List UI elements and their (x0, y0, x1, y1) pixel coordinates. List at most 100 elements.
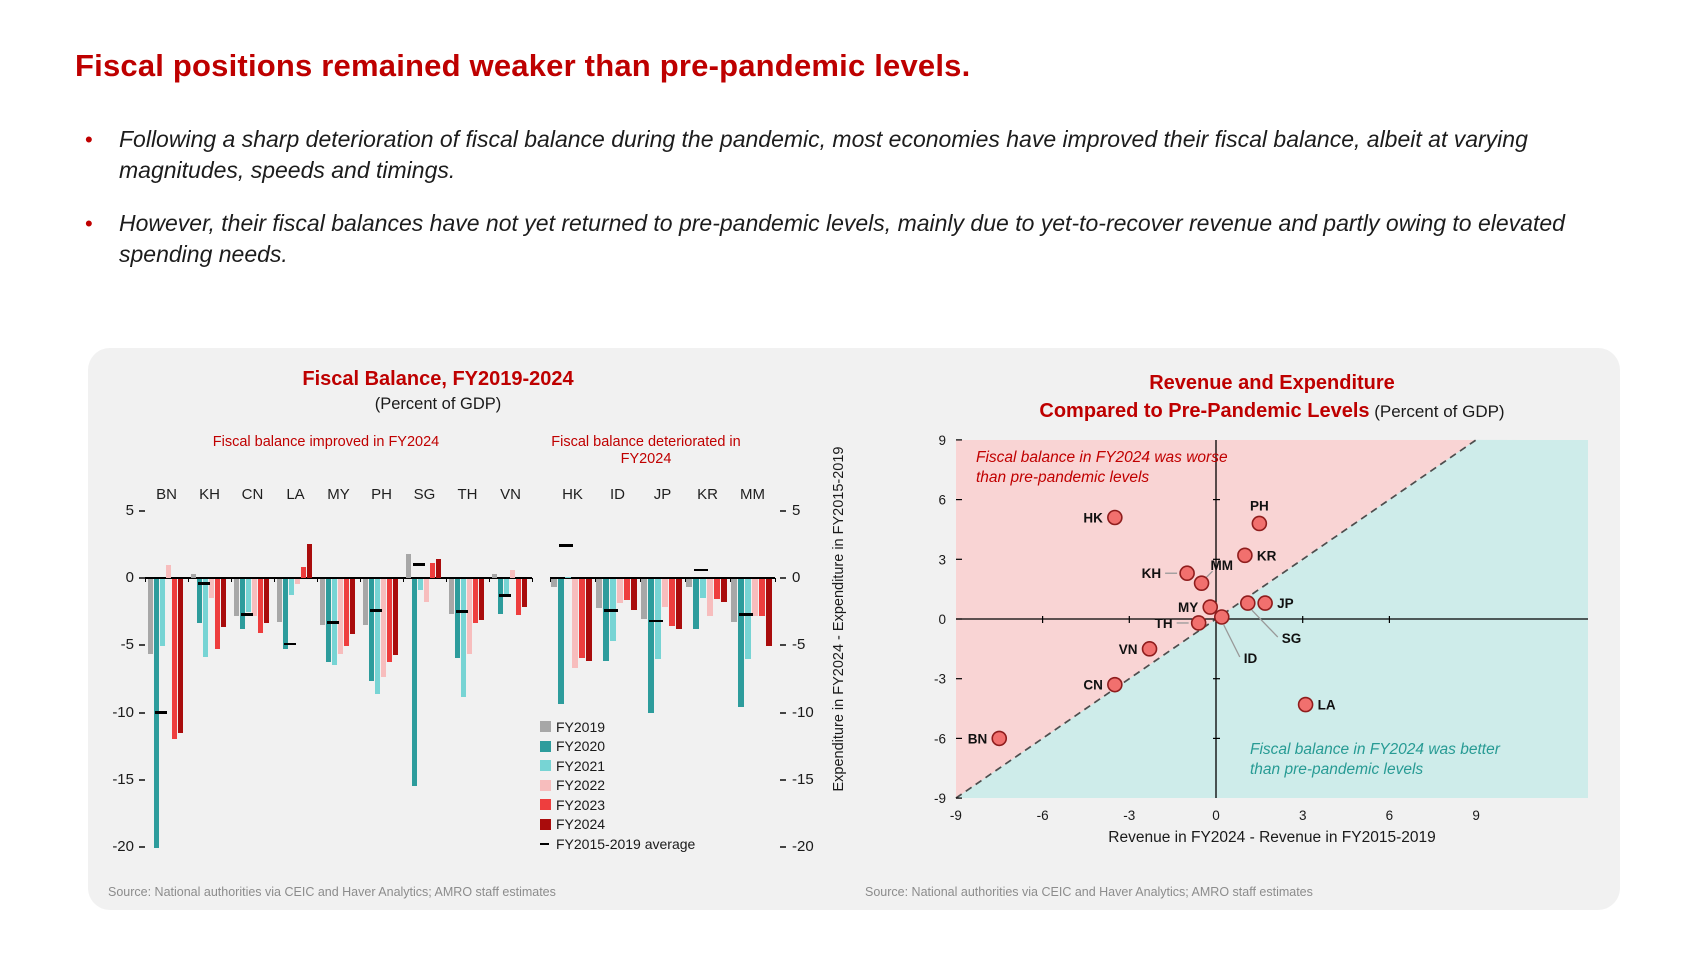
legend-label: FY2015-2019 average (556, 835, 696, 852)
bar-y-tick-label-left: -5 (120, 636, 134, 654)
bar-KH-FY2020 (197, 578, 203, 624)
charts-card: Fiscal Balance, FY2019-2024 (Percent of … (88, 348, 1620, 910)
bar-axis-tick (231, 578, 233, 582)
bar-avg-marker-LA (283, 642, 297, 646)
bar-chart-group-header-deteriorated: Fiscal balance deteriorated in FY2024 (551, 434, 741, 467)
bar-y-tick-mark-right (780, 778, 786, 781)
bar-axis-tick (685, 578, 687, 582)
bar-SG-FY2022 (424, 578, 430, 602)
bar-chart-source: Source: National authorities via CEIC an… (108, 885, 556, 899)
bar-LA-FY2024 (307, 544, 313, 578)
bar-KR-FY2022 (707, 578, 714, 617)
bar-LA-FY2021 (289, 578, 295, 595)
scatter-point-label-SG: SG (1282, 631, 1302, 646)
bar-HK-FY2019 (551, 578, 558, 587)
bar-MY-FY2023 (344, 578, 350, 647)
bullet-item: • Following a sharp deterioration of fis… (85, 124, 1615, 186)
legend-item: FY2020 (540, 737, 695, 757)
bar-BN-FY2021 (160, 578, 166, 647)
bar-PH-FY2019 (363, 578, 369, 625)
legend-average-dash (540, 842, 549, 845)
bar-KH-FY2023 (215, 578, 221, 649)
scatter-y-tick-label: -6 (934, 731, 946, 746)
annotation-worse-line2: than pre-pandemic levels (976, 469, 1150, 486)
scatter-point-label-ID: ID (1244, 651, 1258, 666)
scatter-y-tick-label: 6 (938, 493, 946, 508)
bar-axis-tick (550, 578, 552, 582)
bar-y-tick-label-right: -10 (792, 703, 814, 721)
bar-VN-FY2023 (516, 578, 522, 616)
legend-item: FY2023 (540, 795, 695, 815)
bar-BN-FY2022 (166, 564, 172, 578)
bar-ID-FY2019 (596, 578, 603, 609)
scatter-x-tick-label: 0 (1212, 808, 1220, 823)
bar-axis-tick (403, 578, 405, 582)
annotation-worse: Fiscal balance in FY2024 was worse than … (976, 448, 1228, 488)
bar-y-tick-mark-right (780, 644, 786, 647)
bar-TH-FY2024 (479, 578, 485, 621)
bar-y-tick-label-right: 0 (792, 569, 801, 586)
scatter-x-axis-title: Revenue in FY2024 - Revenue in FY2015-20… (1108, 829, 1436, 846)
bar-LA-FY2019 (277, 578, 283, 622)
bar-y-tick-label-right: 5 (792, 501, 801, 519)
bar-axis-tick (595, 578, 597, 582)
bar-KR-FY2024 (721, 578, 728, 602)
bar-y-tick-label-right: -5 (792, 636, 806, 654)
bar-CN-FY2019 (234, 578, 240, 617)
bar-chart-legend: FY2019 FY2020 FY2021 FY2022 FY2023 FY2024 FY20… (540, 717, 695, 854)
scatter-x-tick-label: 9 (1472, 808, 1480, 823)
bar-ID-FY2022 (617, 578, 624, 603)
scatter-point-label-BN: BN (968, 731, 988, 746)
bar-avg-marker-BN (154, 711, 168, 714)
bar-y-tick-mark-right (780, 577, 786, 579)
bar-LA-FY2020 (283, 578, 289, 649)
bar-y-tick-mark-left (139, 644, 145, 647)
bar-axis-line (550, 577, 775, 579)
scatter-point-PH (1251, 515, 1268, 532)
bar-HK-FY2022 (572, 578, 579, 668)
bar-avg-marker-CN (240, 613, 254, 616)
bar-y-tick-label-left: -15 (112, 770, 134, 788)
bar-country-label: CN (241, 486, 264, 503)
annotation-better: Fiscal balance in FY2024 was better than… (1250, 740, 1500, 780)
bar-SG-FY2023 (430, 563, 436, 578)
bar-BN-FY2019 (148, 578, 154, 655)
bar-ID-FY2024 (631, 578, 638, 610)
bar-avg-marker-KR (693, 568, 709, 572)
bar-axis-tick (640, 578, 642, 582)
bullet-text: Following a sharp deterioration of fisca… (119, 126, 1528, 183)
annotation-better-line1: Fiscal balance in FY2024 was better (1250, 741, 1500, 758)
scatter-leader-line-SG (1251, 609, 1279, 638)
bar-MM-FY2021 (745, 578, 752, 660)
bar-SG-FY2024 (436, 559, 442, 578)
bar-HK-FY2021 (565, 576, 572, 578)
bar-y-tick-mark-left (139, 711, 145, 714)
bar-MY-FY2022 (338, 578, 344, 655)
legend-swatch (540, 760, 551, 772)
bar-SG-FY2020 (412, 578, 418, 786)
bar-avg-marker-HK (558, 544, 574, 547)
scatter-point-label-PH: PH (1250, 498, 1269, 513)
bar-KR-FY2020 (693, 578, 700, 629)
bar-KR-FY2021 (700, 578, 707, 598)
bar-country-label: SG (413, 486, 436, 503)
bar-SG-FY2021 (418, 578, 424, 590)
bar-ID-FY2023 (624, 578, 631, 601)
scatter-point-HK (1107, 509, 1123, 526)
bar-VN-FY2022 (510, 569, 516, 578)
bar-y-tick-label-left: 5 (125, 501, 134, 519)
bar-avg-marker-MY (326, 621, 340, 624)
bar-MM-FY2024 (766, 578, 773, 647)
bar-axis-tick (775, 578, 777, 582)
scatter-point-label-KR: KR (1257, 548, 1277, 563)
scatter-point-LA (1297, 696, 1314, 713)
scatter-y-tick-label: -3 (934, 672, 946, 687)
scatter-x-tick-label: -6 (1037, 808, 1049, 823)
legend-swatch (540, 818, 551, 830)
bar-avg-marker-JP (648, 619, 664, 623)
legend-item-average: FY2015-2019 average (540, 834, 695, 854)
bar-TH-FY2020 (455, 578, 461, 659)
bar-HK-FY2024 (586, 578, 593, 661)
scatter-y-axis-title: Expenditure in FY2024 - Expenditure in F… (831, 446, 847, 792)
bar-BN-FY2023 (172, 578, 178, 739)
